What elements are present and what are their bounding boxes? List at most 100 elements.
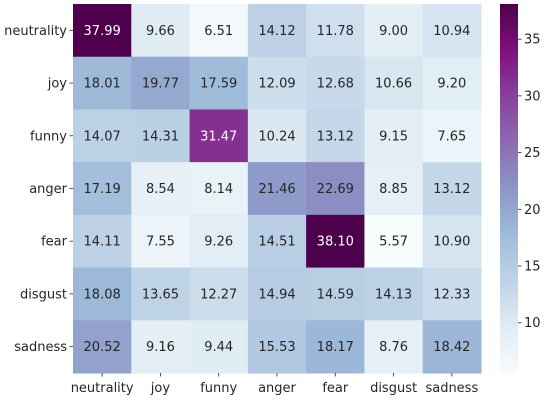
heatmap-cell: [422, 320, 482, 374]
heatmap-cell: [364, 214, 424, 269]
heatmap-cell: [131, 214, 191, 269]
heatmap-cell: [131, 162, 191, 216]
heatmap-cell: [189, 320, 249, 374]
cell-value-label: 10.94: [433, 24, 470, 39]
x-tick-label: anger: [258, 381, 296, 396]
heatmap-cell: [247, 109, 307, 163]
cell-value-label: 9.26: [204, 235, 233, 250]
heatmap-cell: [189, 56, 249, 110]
cell-value-label: 14.94: [258, 287, 295, 302]
colorbar: 10 15 20 25 30 35: [500, 4, 541, 373]
x-tick-label: neutrality: [71, 381, 134, 396]
heatmap-cell: [364, 109, 424, 163]
cell-value-label: 17.19: [84, 182, 121, 197]
cell-value-label: 13.65: [142, 287, 179, 302]
cell-value-label: 7.55: [146, 235, 175, 250]
cell-value-label: 8.14: [204, 182, 233, 197]
cell-value-label: 18.42: [433, 340, 470, 355]
cell-value-label: 21.46: [258, 182, 295, 197]
cell-value-label: 14.51: [258, 235, 295, 250]
heatmap-cell: [364, 4, 424, 58]
cell-value-label: 9.66: [146, 24, 175, 39]
heatmap-cell: [364, 320, 424, 374]
cell-value-label: 20.52: [84, 340, 121, 355]
x-tick-label: sadness: [425, 381, 478, 396]
cell-value-label: 22.69: [317, 182, 354, 197]
cell-value-label: 14.12: [258, 24, 295, 39]
heatmap-cell: [247, 4, 307, 58]
cell-value-label: 9.00: [379, 24, 408, 39]
cell-value-label: 7.65: [437, 129, 466, 144]
heatmap-cell: [306, 109, 365, 163]
heatmap-cell: [306, 267, 365, 321]
colorbar-tick-label: 25: [524, 146, 541, 161]
cell-value-label: 31.47: [200, 129, 237, 144]
cell-value-label: 6.51: [204, 24, 233, 39]
colorbar-tick-label: 35: [524, 33, 541, 48]
heatmap-cell: [73, 320, 132, 374]
cell-value-label: 10.66: [375, 77, 412, 92]
y-axis-tick-labels: neutrality joy funny anger fear disgust sadnes…: [4, 24, 73, 355]
cell-value-label: 12.09: [258, 77, 295, 92]
heatmap-cell: [131, 109, 191, 163]
heatmap-cell: [306, 4, 365, 58]
x-tick-label: funny: [200, 381, 237, 396]
cell-value-label: 10.90: [433, 235, 470, 250]
heatmap-cell: [189, 267, 249, 321]
x-tick-label: fear: [322, 381, 349, 396]
heatmap-cell: [364, 267, 424, 321]
cell-value-label: 38.10: [317, 235, 354, 250]
heatmap-cell: [131, 56, 191, 110]
cell-value-label: 14.31: [142, 129, 179, 144]
heatmap-cell: [131, 267, 191, 321]
cell-value-label: 9.15: [379, 129, 408, 144]
heatmap-cell: [247, 162, 307, 216]
heatmap-cell: [131, 320, 191, 374]
y-tick-label: sadness: [14, 340, 67, 355]
y-tick-label: neutrality: [4, 24, 67, 39]
cell-value-label: 19.77: [142, 77, 179, 92]
heatmap-cell: [422, 56, 482, 110]
colorbar-tick-label: 30: [524, 89, 541, 104]
heatmap-cell: [73, 267, 132, 321]
heatmap-cell: [306, 320, 365, 374]
heatmap-cell: [247, 320, 307, 374]
y-tick-label: disgust: [20, 287, 67, 302]
heatmap-cell: [189, 162, 249, 216]
cell-value-label: 9.20: [437, 77, 466, 92]
colorbar-tick-label: 10: [524, 316, 541, 331]
cell-value-label: 12.68: [317, 77, 354, 92]
heatmap-cell: [73, 4, 132, 58]
heatmap-cell: [364, 56, 424, 110]
cell-value-label: 14.07: [84, 129, 121, 144]
cell-value-label: 9.44: [204, 340, 233, 355]
cell-value-label: 11.78: [317, 24, 354, 39]
x-tick-label: disgust: [370, 381, 417, 396]
cell-value-label: 18.01: [84, 77, 121, 92]
heatmap-cell: [189, 4, 249, 58]
x-tick-label: joy: [150, 381, 171, 396]
cell-value-label: 9.16: [146, 340, 175, 355]
cell-value-label: 37.99: [84, 24, 121, 39]
heatmap-cell: [247, 214, 307, 269]
cell-value-label: 17.59: [200, 77, 237, 92]
cell-value-label: 13.12: [317, 129, 354, 144]
cell-value-label: 5.57: [379, 235, 408, 250]
colorbar-tick-label: 20: [524, 203, 541, 218]
heatmap-cell: [422, 162, 482, 216]
heatmap-cell: [247, 267, 307, 321]
y-tick-label: funny: [30, 129, 67, 144]
heatmap-cell: [73, 162, 132, 216]
cell-value-label: 8.54: [146, 182, 175, 197]
cell-value-label: 14.11: [84, 235, 121, 250]
heatmap-cells: 37.99 9.66 6.51 14.12 11.78 9.00 10.94 18.01 19.…: [73, 4, 482, 374]
heatmap-cell: [73, 56, 132, 110]
heatmap-cell: [364, 162, 424, 216]
y-tick-label: anger: [29, 182, 67, 197]
cell-value-label: 12.27: [200, 287, 237, 302]
heatmap-cell: [422, 267, 482, 321]
heatmap-cell: [422, 4, 482, 58]
heatmap-cell: [73, 214, 132, 269]
heatmap-cell: [131, 4, 191, 58]
